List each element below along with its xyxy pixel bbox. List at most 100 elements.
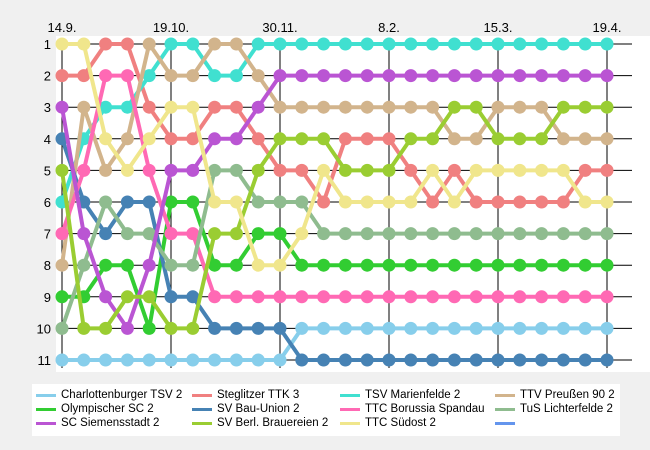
data-point (99, 132, 113, 146)
data-point (55, 290, 69, 304)
data-point (55, 321, 69, 335)
data-point (360, 37, 374, 51)
series-sc-siemensstadt-2 (55, 69, 614, 335)
data-point (556, 258, 570, 272)
series-ttv-preu-en-90-2 (55, 37, 614, 272)
data-point (164, 353, 178, 367)
series-tsv-marienfelde-2 (55, 37, 614, 209)
data-point (491, 37, 505, 51)
data-point (513, 321, 527, 335)
data-point (426, 353, 440, 367)
data-point (600, 100, 614, 114)
data-point (556, 100, 570, 114)
data-point (513, 69, 527, 83)
data-point (120, 132, 134, 146)
data-point (535, 69, 549, 83)
data-point (164, 258, 178, 272)
data-point (55, 163, 69, 177)
y-tick-label: 5 (44, 163, 51, 178)
data-point (469, 100, 483, 114)
data-point (120, 37, 134, 51)
data-point (447, 227, 461, 241)
data-point (491, 195, 505, 209)
data-point (513, 227, 527, 241)
data-point (404, 258, 418, 272)
data-point (164, 321, 178, 335)
data-point (251, 132, 265, 146)
data-point (360, 195, 374, 209)
data-point (120, 163, 134, 177)
data-point (164, 163, 178, 177)
data-point (360, 321, 374, 335)
data-point (338, 290, 352, 304)
data-point (208, 132, 222, 146)
data-point (404, 132, 418, 146)
legend-swatch (340, 421, 360, 425)
data-point (578, 132, 592, 146)
y-tick-label: 4 (44, 132, 51, 147)
data-point (578, 227, 592, 241)
data-point (142, 69, 156, 83)
data-point (229, 227, 243, 241)
data-point (360, 227, 374, 241)
series-steglitzer-ttk-3 (55, 37, 614, 209)
data-point (55, 69, 69, 83)
data-point (273, 100, 287, 114)
data-point (404, 227, 418, 241)
data-point (295, 69, 309, 83)
data-point (578, 37, 592, 51)
legend-item (495, 416, 520, 430)
data-point (229, 163, 243, 177)
data-point (295, 37, 309, 51)
data-point (251, 195, 265, 209)
data-point (251, 321, 265, 335)
data-point (77, 258, 91, 272)
data-point (426, 37, 440, 51)
data-point (600, 258, 614, 272)
y-tick-label: 6 (44, 195, 51, 210)
data-point (120, 321, 134, 335)
data-point (164, 227, 178, 241)
data-point (382, 100, 396, 114)
data-point (360, 100, 374, 114)
data-point (491, 290, 505, 304)
data-point (55, 37, 69, 51)
data-point (360, 258, 374, 272)
data-point (77, 69, 91, 83)
data-point (186, 290, 200, 304)
legend-swatch (340, 407, 360, 411)
data-point (404, 100, 418, 114)
data-point (142, 353, 156, 367)
data-point (578, 258, 592, 272)
data-point (164, 290, 178, 304)
data-point (317, 100, 331, 114)
legend-label: TTC Südost 2 (365, 417, 436, 429)
data-point (382, 321, 396, 335)
data-point (491, 69, 505, 83)
data-point (273, 69, 287, 83)
data-point (382, 163, 396, 177)
data-point (295, 227, 309, 241)
data-point (251, 100, 265, 114)
legend-swatch (192, 421, 212, 425)
data-point (77, 353, 91, 367)
legend-swatch (192, 393, 212, 397)
data-point (164, 100, 178, 114)
data-point (426, 100, 440, 114)
data-point (164, 132, 178, 146)
data-point (404, 290, 418, 304)
data-point (513, 258, 527, 272)
data-point (426, 227, 440, 241)
data-point (469, 37, 483, 51)
data-point (469, 321, 483, 335)
data-point (251, 353, 265, 367)
data-point (251, 227, 265, 241)
legend-label: SC Siemensstadt 2 (61, 417, 160, 429)
data-point (578, 69, 592, 83)
data-point (317, 227, 331, 241)
data-point (142, 258, 156, 272)
data-point (55, 100, 69, 114)
data-point (578, 195, 592, 209)
data-point (317, 321, 331, 335)
